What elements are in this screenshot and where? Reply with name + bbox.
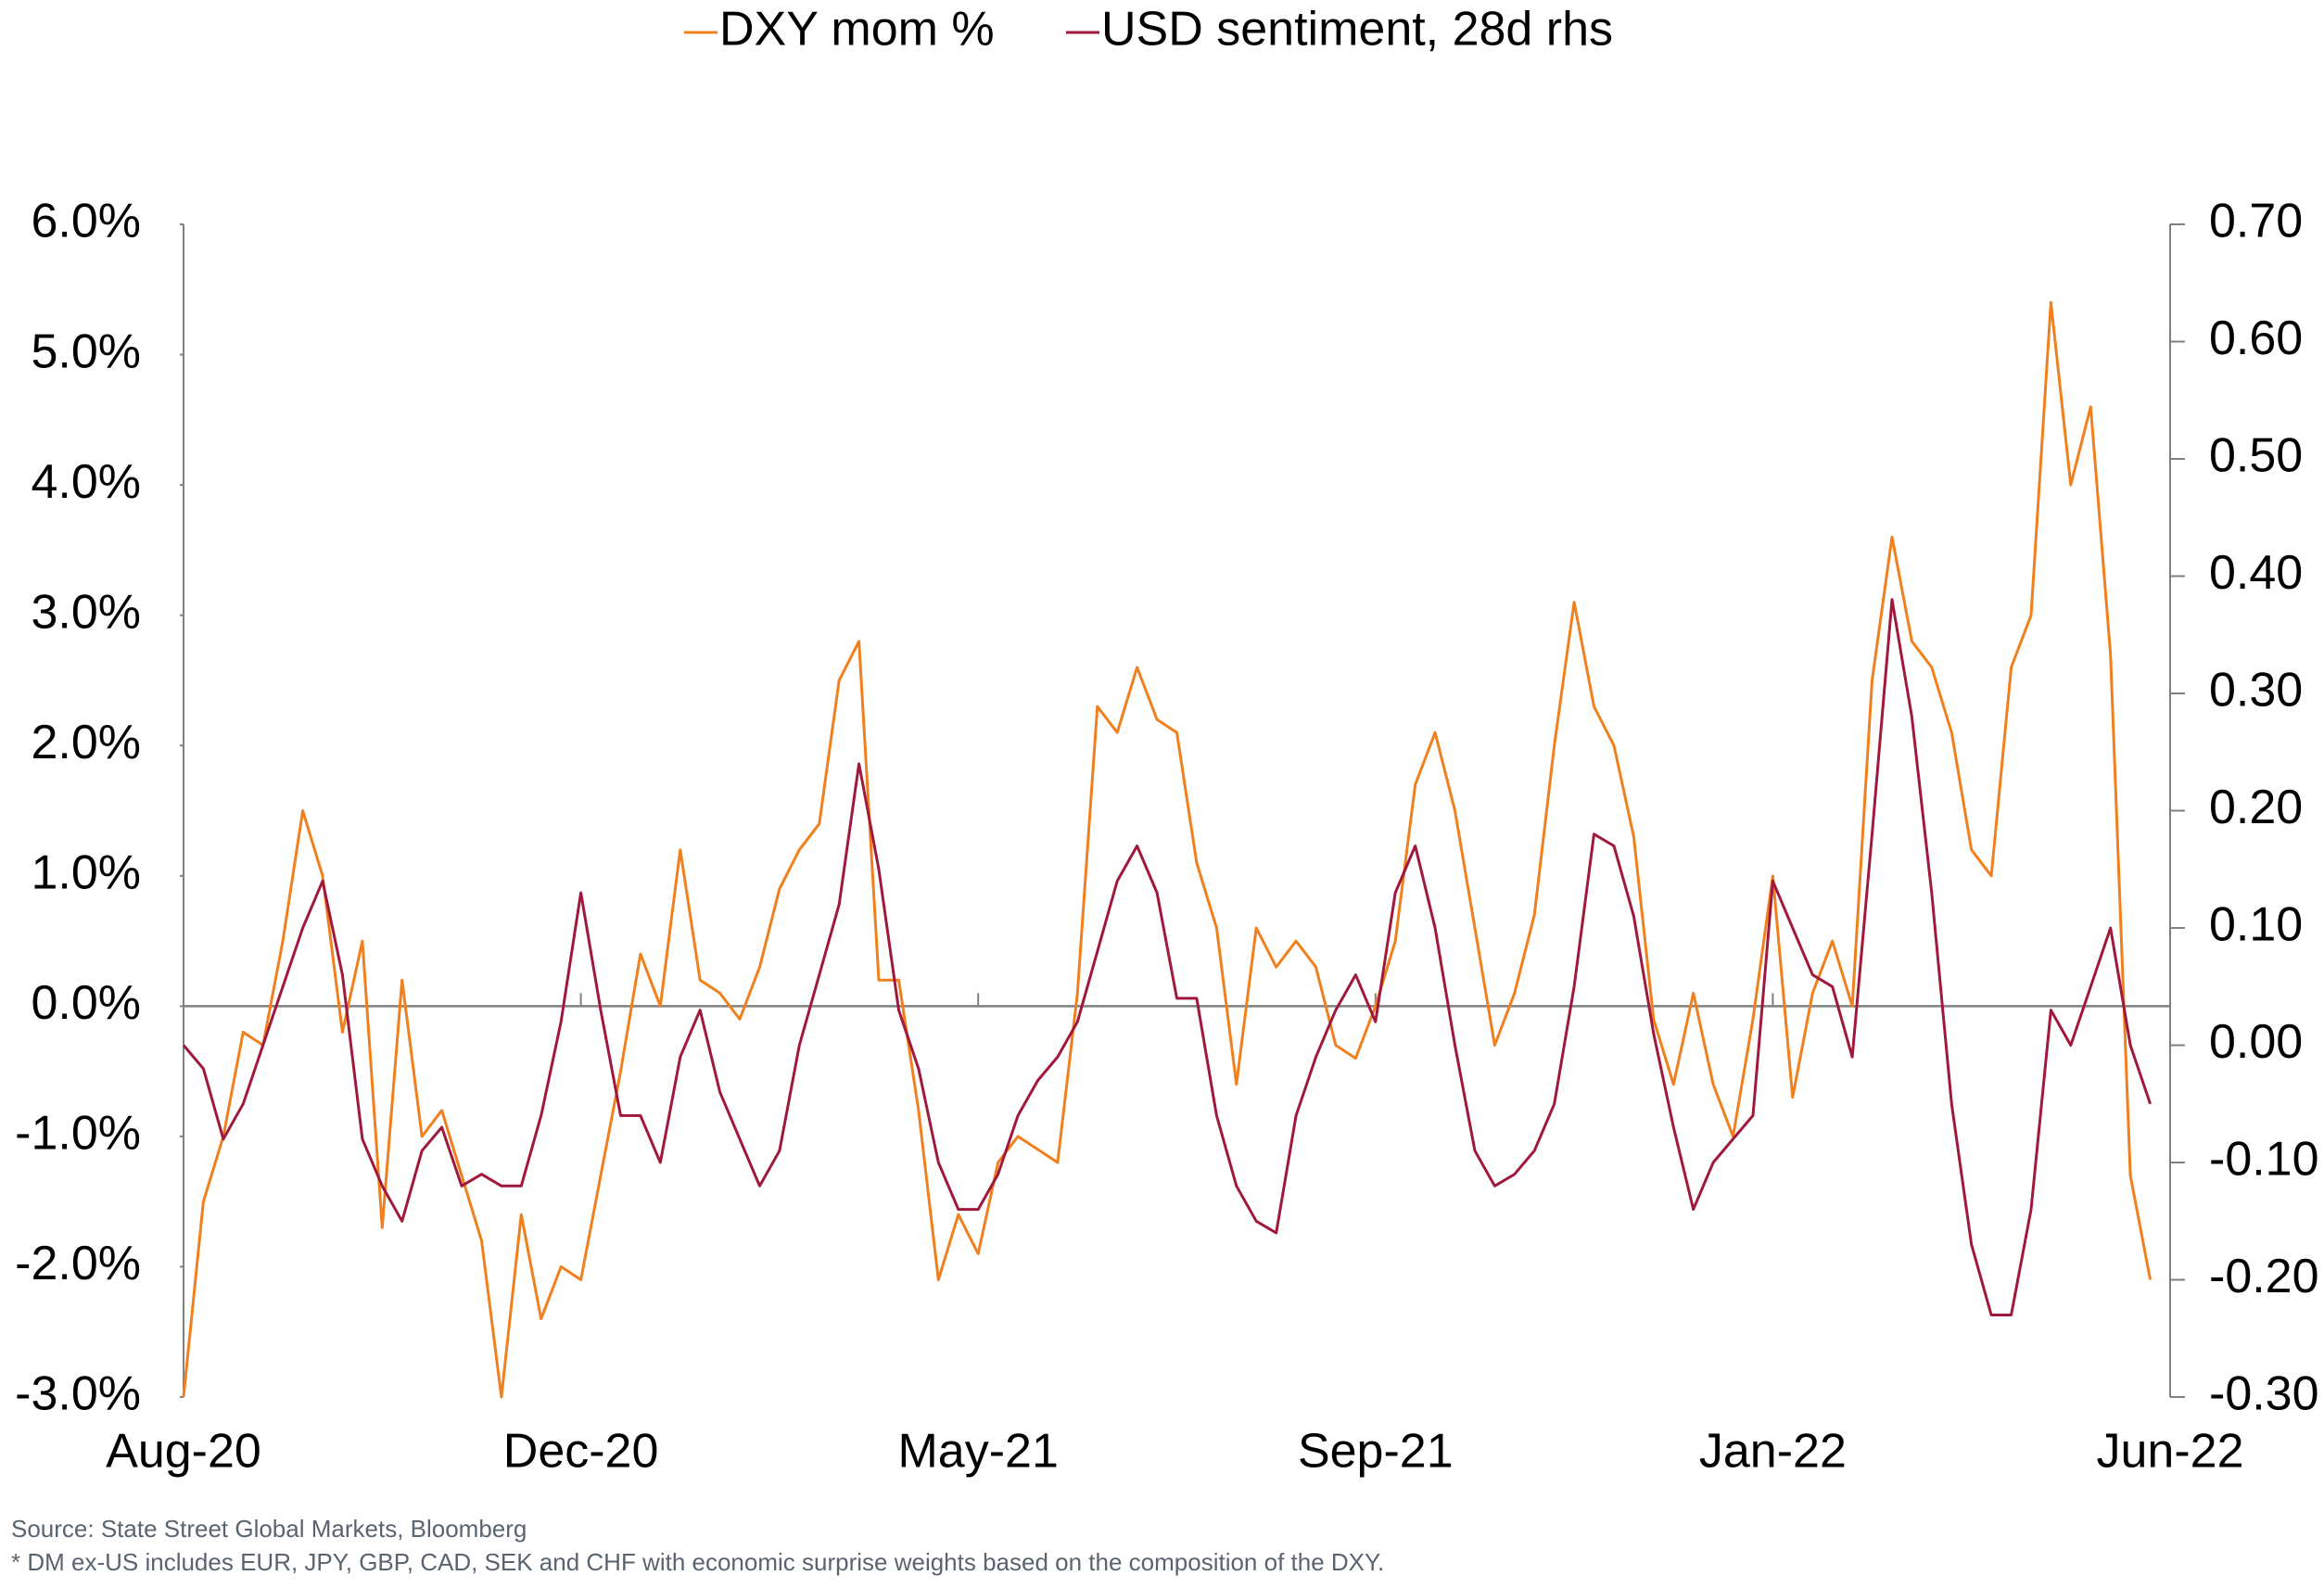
y-tick-label: 6.0%	[31, 195, 141, 248]
footnote: * DM ex-US includes EUR, JPY, GBP, CAD, …	[11, 1548, 1384, 1576]
y-tick-label: 4.0%	[31, 455, 141, 509]
y-tick-label: -2.0%	[15, 1237, 141, 1290]
y2-tick-label: 0.50	[2209, 429, 2303, 483]
data-line	[182, 598, 2153, 1316]
data-line	[182, 300, 2153, 1399]
y2-tick-label: -0.10	[2209, 1133, 2319, 1187]
y-tick-label: -3.0%	[15, 1367, 141, 1421]
y2-tick-label: 0.40	[2209, 546, 2303, 600]
x-tick-label: Dec-20	[503, 1425, 659, 1479]
x-tick-label: May-21	[897, 1425, 1058, 1479]
y-tick-label: 3.0%	[31, 585, 141, 639]
legend-label: USD sentiment, 28d rhs	[1101, 3, 1613, 57]
x-tick-label: Aug-20	[106, 1425, 261, 1479]
y-tick-label: 1.0%	[31, 846, 141, 900]
y-tick-label: 0.0%	[31, 976, 141, 1030]
y2-tick-label: 0.70	[2209, 195, 2303, 248]
y2-tick-label: -0.20	[2209, 1250, 2319, 1303]
y2-tick-label: 0.20	[2209, 781, 2303, 834]
x-tick-label: Jun-22	[2097, 1425, 2244, 1479]
y-tick-label: 5.0%	[31, 324, 141, 378]
legend-label: DXY mom %	[719, 3, 995, 57]
y2-tick-label: 0.30	[2209, 664, 2303, 718]
y2-tick-label: 0.60	[2209, 311, 2303, 365]
x-tick-label: Jan-22	[1699, 1425, 1847, 1479]
x-tick-label: Sep-21	[1298, 1425, 1454, 1479]
y2-tick-label: 0.10	[2209, 898, 2303, 952]
y-tick-label: -1.0%	[15, 1107, 141, 1161]
source-note: Source: State Street Global Markets, Blo…	[11, 1515, 527, 1543]
y2-tick-label: 0.00	[2209, 1015, 2303, 1069]
y2-tick-label: -0.30	[2209, 1367, 2319, 1421]
y-tick-label: 2.0%	[31, 716, 141, 769]
